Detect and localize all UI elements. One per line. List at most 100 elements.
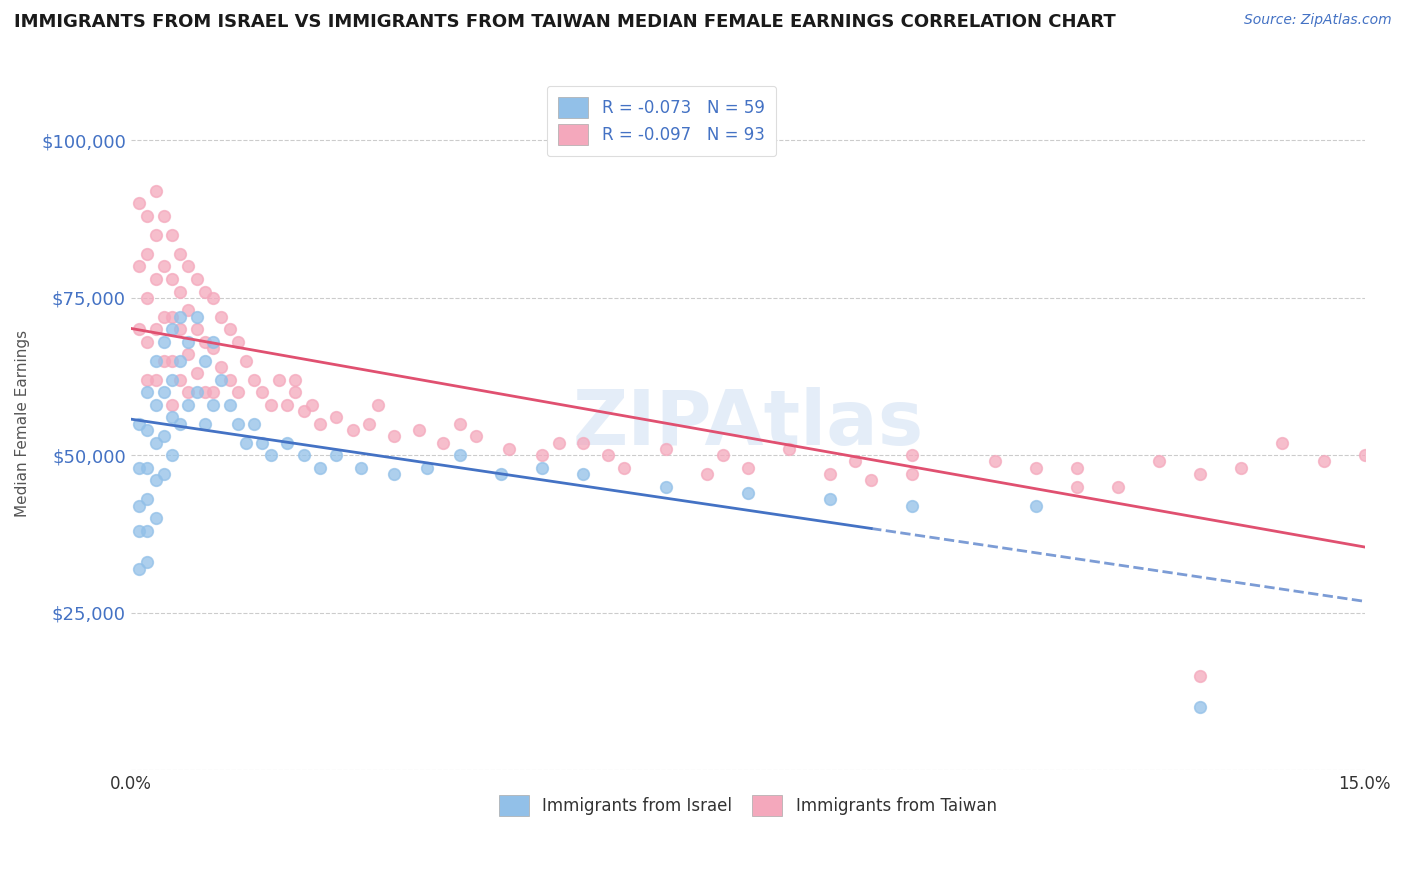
Point — [136, 492, 159, 507]
Point — [1354, 448, 1376, 462]
Point — [1066, 460, 1088, 475]
Point — [160, 310, 183, 324]
Point — [489, 467, 512, 481]
Point — [145, 398, 167, 412]
Point — [284, 385, 307, 400]
Point — [654, 480, 676, 494]
Point — [145, 373, 167, 387]
Point — [778, 442, 800, 456]
Point — [152, 429, 174, 443]
Point — [152, 467, 174, 481]
Point — [136, 524, 159, 538]
Point — [136, 373, 159, 387]
Point — [252, 435, 274, 450]
Point — [596, 448, 619, 462]
Point — [136, 460, 159, 475]
Point — [382, 467, 405, 481]
Point — [292, 404, 315, 418]
Point — [145, 511, 167, 525]
Point — [169, 353, 191, 368]
Point — [145, 353, 167, 368]
Point — [194, 385, 217, 400]
Point — [202, 334, 225, 349]
Point — [218, 398, 240, 412]
Point — [177, 398, 200, 412]
Point — [292, 448, 315, 462]
Point — [1147, 454, 1170, 468]
Point — [194, 353, 217, 368]
Point — [309, 460, 332, 475]
Point — [186, 367, 208, 381]
Point — [1066, 480, 1088, 494]
Point — [152, 260, 174, 274]
Point — [128, 524, 150, 538]
Point — [1025, 499, 1047, 513]
Point — [711, 448, 734, 462]
Point — [152, 209, 174, 223]
Point — [160, 272, 183, 286]
Point — [382, 429, 405, 443]
Point — [818, 492, 841, 507]
Point — [1025, 460, 1047, 475]
Point — [209, 373, 232, 387]
Point — [160, 322, 183, 336]
Point — [218, 322, 240, 336]
Point — [136, 246, 159, 260]
Point — [136, 385, 159, 400]
Point — [844, 454, 866, 468]
Point — [152, 353, 174, 368]
Point — [128, 322, 150, 336]
Point — [186, 385, 208, 400]
Point — [1312, 454, 1334, 468]
Point — [145, 322, 167, 336]
Point — [696, 467, 718, 481]
Point — [136, 555, 159, 569]
Point — [901, 499, 924, 513]
Point — [169, 322, 191, 336]
Point — [901, 467, 924, 481]
Text: Source: ZipAtlas.com: Source: ZipAtlas.com — [1244, 13, 1392, 28]
Point — [226, 385, 249, 400]
Point — [128, 561, 150, 575]
Point — [613, 460, 636, 475]
Legend: Immigrants from Israel, Immigrants from Taiwan: Immigrants from Israel, Immigrants from … — [491, 787, 1005, 824]
Point — [209, 310, 232, 324]
Point — [983, 454, 1005, 468]
Point — [177, 347, 200, 361]
Point — [160, 448, 183, 462]
Point — [169, 417, 191, 431]
Point — [1107, 480, 1129, 494]
Point — [860, 474, 883, 488]
Point — [186, 310, 208, 324]
Point — [901, 448, 924, 462]
Point — [547, 435, 569, 450]
Point — [202, 291, 225, 305]
Point — [145, 184, 167, 198]
Point — [325, 448, 347, 462]
Point — [218, 373, 240, 387]
Point — [152, 385, 174, 400]
Point — [260, 448, 283, 462]
Point — [202, 385, 225, 400]
Point — [128, 460, 150, 475]
Point — [160, 410, 183, 425]
Point — [152, 310, 174, 324]
Point — [531, 460, 554, 475]
Point — [1189, 700, 1212, 714]
Point — [160, 398, 183, 412]
Point — [276, 398, 298, 412]
Point — [136, 291, 159, 305]
Point — [284, 373, 307, 387]
Point — [531, 448, 554, 462]
Point — [169, 285, 191, 299]
Point — [359, 417, 381, 431]
Point — [243, 373, 266, 387]
Point — [737, 460, 759, 475]
Point — [202, 341, 225, 355]
Point — [432, 435, 454, 450]
Point — [136, 334, 159, 349]
Point — [226, 334, 249, 349]
Point — [737, 486, 759, 500]
Point — [408, 423, 430, 437]
Point — [152, 334, 174, 349]
